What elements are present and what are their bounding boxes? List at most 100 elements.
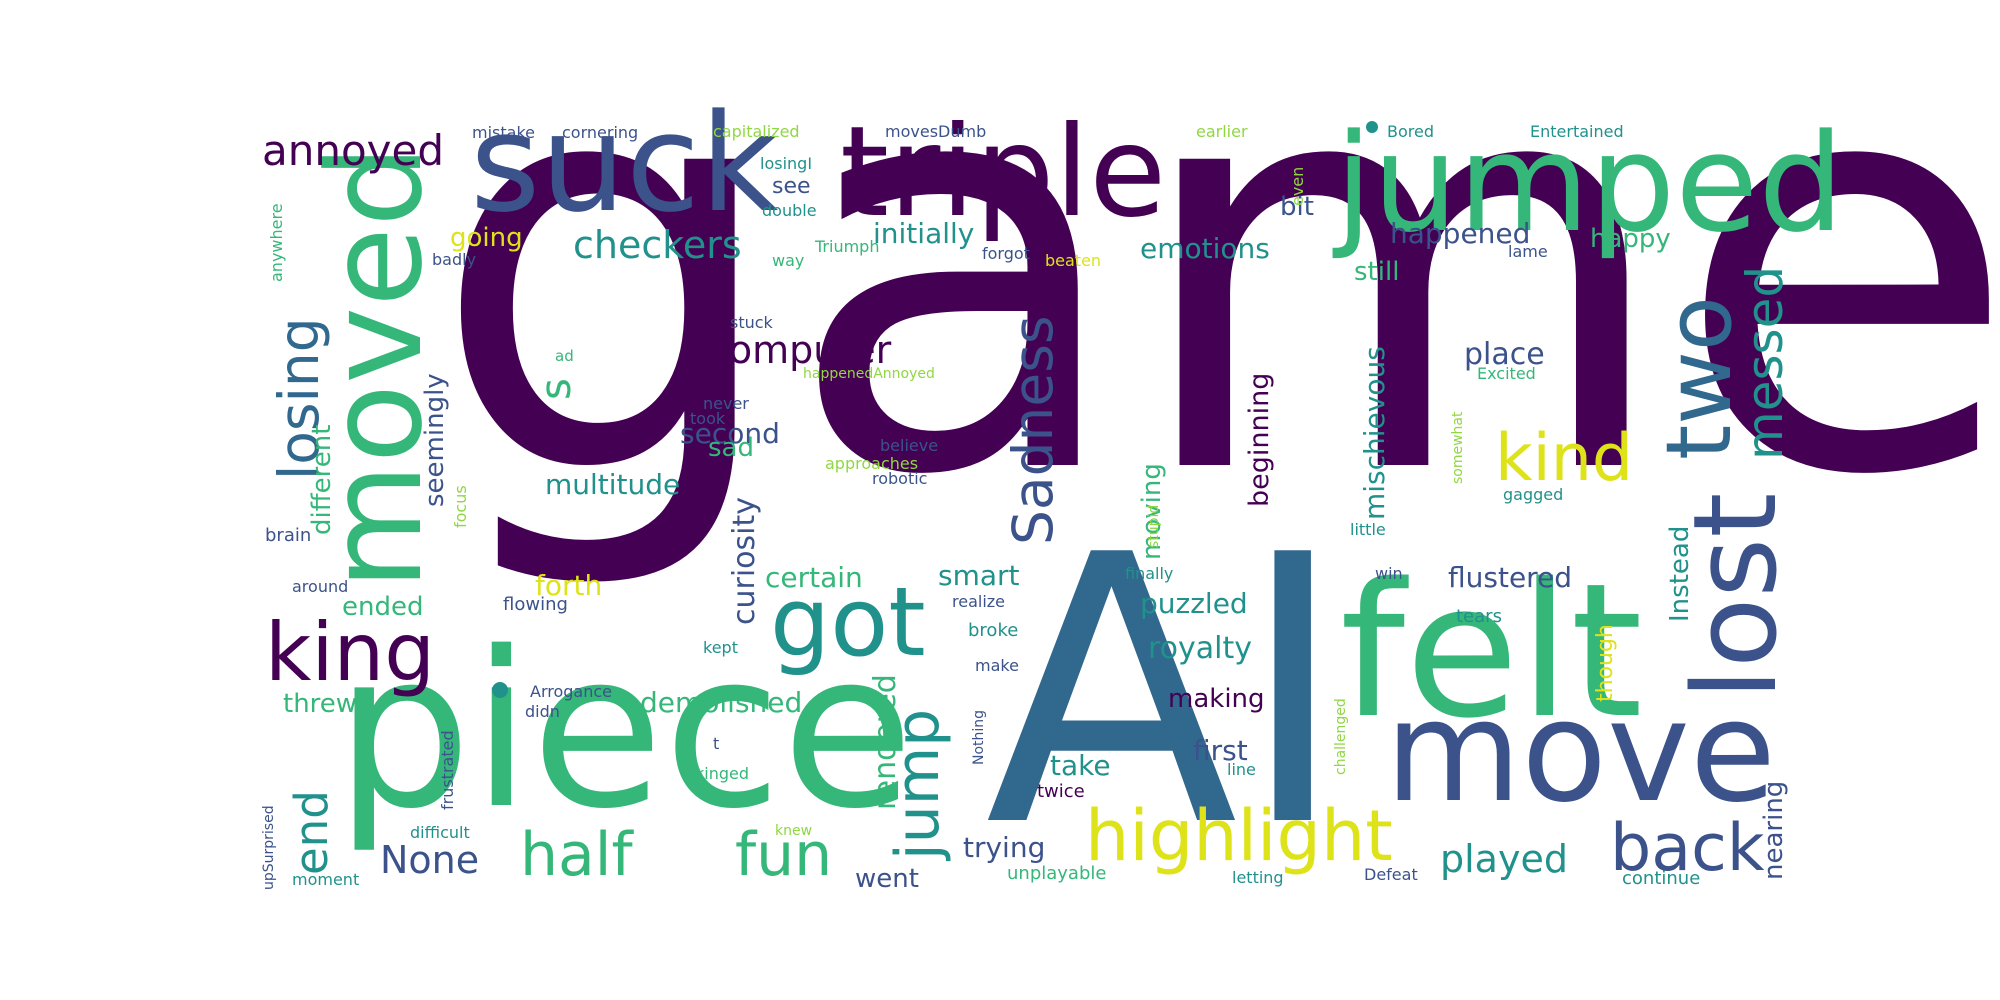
word-making: making [1168, 684, 1265, 714]
word-defeat: Defeat [1364, 865, 1418, 884]
word-king: king [265, 606, 435, 699]
word-second: second [680, 417, 780, 450]
word-lost: lost [1669, 493, 1803, 700]
word-losing: losing [267, 317, 331, 480]
word-letting: letting [1232, 868, 1284, 887]
word-forgot: forgot [982, 244, 1030, 263]
word-upsurprised: upSurprised [261, 805, 277, 890]
word-trying: trying [963, 831, 1045, 864]
word-t: t [713, 734, 719, 753]
word-smart: smart [938, 559, 1020, 592]
word-place: place [1464, 337, 1545, 372]
word-triumph: Triumph [814, 237, 879, 256]
word-messed: messed [1736, 266, 1794, 460]
word-puzzled: puzzled [1140, 587, 1248, 620]
word-flowing: flowing [503, 594, 568, 615]
word-movesdumb: movesDumb [885, 122, 986, 141]
word-believe: believe [880, 436, 938, 455]
word-take: take [1050, 749, 1111, 782]
word-finally: finally [1125, 564, 1173, 583]
word-little: little [1350, 520, 1386, 539]
word-unplayable: unplayable [1007, 863, 1106, 884]
word-cornering: cornering [562, 123, 638, 142]
word-difficult: difficult [410, 823, 470, 842]
word-didn: didn [525, 702, 560, 721]
word-moving: moving [1137, 463, 1167, 560]
word-jumped: jumped [1332, 105, 1844, 262]
word-frustrated: frustrated [438, 730, 457, 810]
word-took: took [690, 409, 726, 428]
word-instead: Instead [1665, 526, 1695, 622]
word-losingi: losingI [760, 154, 812, 173]
word-kind: kind [1495, 421, 1633, 496]
word-tears: tears [1456, 606, 1502, 627]
word-emotions: emotions [1140, 232, 1270, 265]
word-highlight: highlight [1085, 795, 1393, 877]
word-piece: piece [335, 605, 914, 856]
word-fun: fun [735, 820, 832, 890]
word-royalty: royalty [1148, 631, 1252, 666]
word-kinged: kinged [695, 764, 749, 783]
word-beaten: beaten [1045, 251, 1101, 270]
word-jump: jump [883, 709, 953, 862]
word-ai: AI [985, 478, 1347, 908]
word-challenged: challenged [1333, 698, 1349, 775]
word-happened: happened [1390, 217, 1530, 250]
word-stupid: stupid [1146, 505, 1162, 548]
word-kept: kept [703, 638, 738, 657]
word-game: game [430, 0, 2000, 598]
word-capitalized: capitalized [713, 122, 800, 141]
word-going: going [450, 223, 523, 253]
dot-glyph [492, 682, 508, 698]
word-realize: realize [952, 592, 1005, 611]
word-make: make [975, 656, 1019, 675]
word-approaches: approaches [825, 454, 918, 473]
word-beginning: beginning [1244, 373, 1275, 507]
word-earlier: earlier [1196, 122, 1248, 141]
word-moved: moved [299, 144, 451, 590]
word-ad: ad [555, 347, 574, 365]
word-somewhat: somewhat [1450, 411, 1466, 484]
word-anywhere: anywhere [267, 203, 286, 282]
word-happenedannoyed: happenedAnnoyed [803, 366, 935, 382]
word-none: None [380, 838, 479, 882]
word-gagged: gagged [1503, 485, 1563, 504]
word-ended: ended [342, 592, 423, 622]
word-brain: brain [265, 525, 311, 546]
word-curiosity: curiosity [727, 497, 762, 625]
word-broke: broke [968, 620, 1018, 641]
word-mistake: mistake [472, 123, 535, 142]
word-move: move [1385, 671, 1776, 834]
word-half: half [520, 820, 634, 890]
dot-glyph [1366, 121, 1378, 133]
word-flustered: flustered [1448, 561, 1572, 594]
word-different: different [307, 425, 337, 535]
word-lame: lame [1508, 242, 1548, 261]
word-s: s [531, 378, 580, 400]
word-stuck: stuck [730, 313, 774, 332]
word-arrogance: Arrogance [530, 682, 612, 701]
word-moment: moment [292, 870, 359, 889]
word-multitude: multitude [545, 468, 680, 501]
word-around: around [292, 577, 348, 596]
word-excited: Excited [1477, 364, 1536, 383]
word-never: never [703, 394, 749, 413]
word-first: first [1193, 734, 1248, 767]
word-demolished: demolished [640, 686, 802, 719]
word-sad: sad [708, 433, 754, 463]
word-knew: knew [775, 823, 812, 839]
word-win: win [1375, 564, 1403, 583]
word-played: played [1440, 837, 1568, 881]
word-double: double [762, 201, 817, 220]
word-got: got [770, 568, 926, 678]
word-way: way [772, 251, 804, 270]
word-checkers: checkers [573, 223, 742, 267]
word-bored: Bored [1387, 122, 1434, 141]
word-end: end [285, 790, 338, 875]
word-suck: suck [470, 85, 778, 242]
word-mischievous: mischievous [1358, 346, 1391, 520]
word-bit: bit [1280, 192, 1314, 222]
word-twice: twice [1037, 781, 1085, 802]
word-still: still [1354, 257, 1399, 287]
